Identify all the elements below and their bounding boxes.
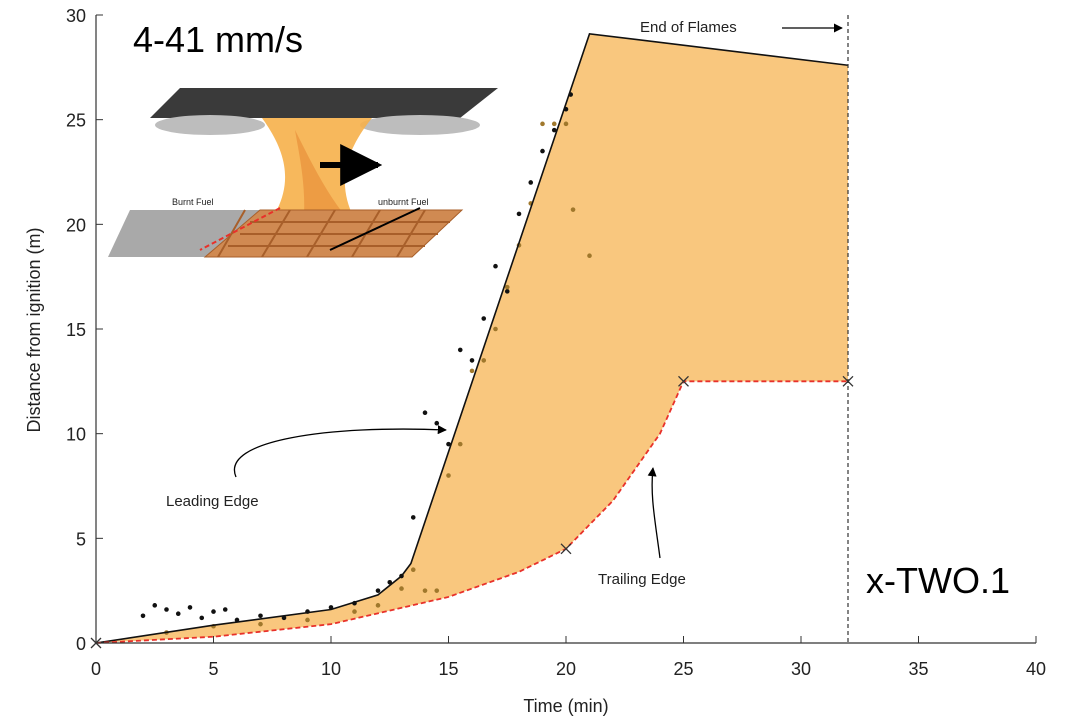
scatter-point	[587, 253, 592, 258]
scatter-point	[258, 613, 263, 618]
scatter-point	[470, 358, 475, 363]
y-tick-label: 10	[66, 425, 86, 445]
scatter-point	[188, 605, 193, 610]
scatter-point	[423, 410, 428, 415]
x-axis-label: Time (min)	[523, 696, 608, 716]
scatter-point	[352, 609, 357, 614]
scatter-point	[446, 473, 451, 478]
scatter-point	[571, 207, 576, 212]
annotation-arrow	[234, 429, 446, 477]
x-tick-label: 30	[791, 659, 811, 679]
scatter-point	[176, 611, 181, 616]
vline-label: End of Flames	[640, 19, 737, 36]
scatter-point	[211, 609, 216, 614]
scatter-point	[517, 212, 522, 217]
edge-label: Leading Edge	[166, 493, 259, 510]
scatter-point	[411, 515, 416, 520]
scatter-point	[199, 616, 204, 621]
scatter-point	[376, 603, 381, 608]
scatter-point	[141, 613, 146, 618]
corner-label: x-TWO.1	[866, 560, 1010, 601]
chart: Burnt Fuel unburnt Fuel 4-41 mm/s x-TWO.…	[0, 0, 1068, 722]
y-tick-label: 20	[66, 215, 86, 235]
scatter-point	[564, 122, 569, 127]
inset-label: Burnt Fuel	[172, 197, 214, 207]
scatter-point	[493, 327, 498, 332]
scatter-point	[434, 588, 439, 593]
scatter-point	[411, 567, 416, 572]
rate-label: 4-41 mm/s	[133, 19, 303, 60]
x-tick-label: 15	[438, 659, 458, 679]
scatter-point	[434, 421, 439, 426]
y-tick-label: 15	[66, 320, 86, 340]
scatter-point	[152, 603, 157, 608]
x-tick-label: 5	[208, 659, 218, 679]
y-tick-label: 5	[76, 529, 86, 549]
x-tick-label: 10	[321, 659, 341, 679]
scatter-point	[164, 607, 169, 612]
smoke	[360, 115, 480, 135]
x-tick-label: 35	[908, 659, 928, 679]
scatter-point	[458, 442, 463, 447]
scatter-point	[505, 289, 510, 294]
x-tick-label: 40	[1026, 659, 1046, 679]
scatter-point	[493, 264, 498, 269]
x-tick-label: 0	[91, 659, 101, 679]
scatter-point	[552, 122, 557, 127]
scatter-point	[481, 358, 486, 363]
scatter-point	[305, 618, 310, 623]
x-tick-label: 25	[673, 659, 693, 679]
scatter-point	[223, 607, 228, 612]
y-tick-label: 0	[76, 634, 86, 654]
x-tick-label: 20	[556, 659, 576, 679]
scatter-point	[540, 122, 545, 127]
scatter-point	[423, 588, 428, 593]
scatter-point	[540, 149, 545, 154]
scatter-point	[470, 369, 475, 374]
scatter-point	[458, 348, 463, 353]
scatter-point	[399, 586, 404, 591]
top-plate	[150, 88, 498, 118]
inset-illustration: Burnt Fuel unburnt Fuel	[108, 88, 498, 257]
edge-label: Trailing Edge	[598, 571, 686, 588]
smoke	[155, 115, 265, 135]
y-axis-label: Distance from ignition (m)	[24, 227, 44, 432]
inset-label: unburnt Fuel	[378, 197, 429, 207]
scatter-point	[376, 588, 381, 593]
y-tick-label: 30	[66, 6, 86, 26]
scatter-point	[258, 622, 263, 627]
scatter-point	[528, 180, 533, 185]
y-tick-label: 25	[66, 111, 86, 131]
scatter-point	[481, 316, 486, 321]
annotation-arrow	[652, 468, 660, 558]
scatter-point	[505, 285, 510, 290]
